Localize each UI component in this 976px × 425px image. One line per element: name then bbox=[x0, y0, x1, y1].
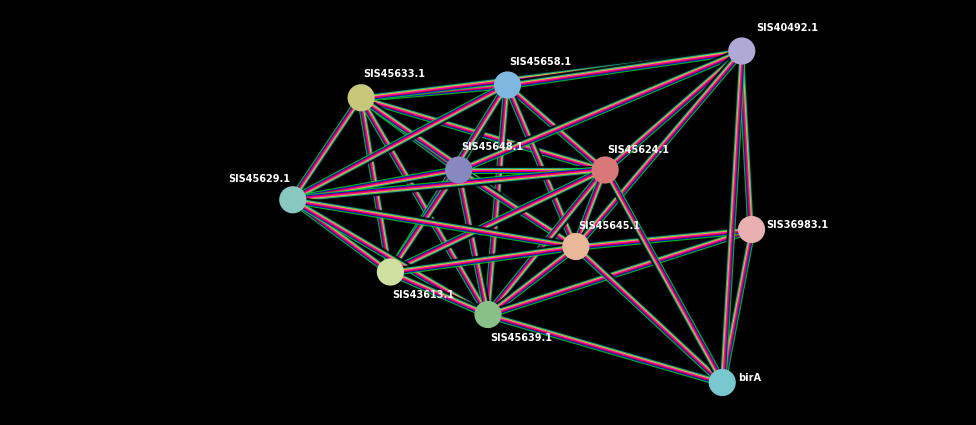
Text: SIS43613.1: SIS43613.1 bbox=[392, 290, 455, 300]
Text: SIS45658.1: SIS45658.1 bbox=[509, 57, 572, 67]
Ellipse shape bbox=[562, 233, 590, 260]
Ellipse shape bbox=[279, 186, 306, 213]
Text: SIS45648.1: SIS45648.1 bbox=[461, 142, 523, 152]
Ellipse shape bbox=[728, 37, 755, 65]
Ellipse shape bbox=[474, 301, 502, 328]
Ellipse shape bbox=[738, 216, 765, 243]
Text: SIS45629.1: SIS45629.1 bbox=[228, 174, 291, 184]
Ellipse shape bbox=[377, 258, 404, 286]
Ellipse shape bbox=[709, 369, 736, 396]
Text: SIS45645.1: SIS45645.1 bbox=[578, 221, 640, 231]
Text: SIS40492.1: SIS40492.1 bbox=[756, 23, 819, 33]
Text: SIS45639.1: SIS45639.1 bbox=[490, 333, 552, 343]
Ellipse shape bbox=[445, 156, 472, 184]
Text: SIS45633.1: SIS45633.1 bbox=[363, 69, 426, 79]
Text: birA: birA bbox=[739, 373, 761, 383]
Text: SIS45624.1: SIS45624.1 bbox=[607, 144, 670, 155]
Ellipse shape bbox=[591, 156, 619, 184]
Ellipse shape bbox=[347, 84, 375, 111]
Text: SIS36983.1: SIS36983.1 bbox=[766, 220, 829, 230]
Ellipse shape bbox=[494, 71, 521, 99]
